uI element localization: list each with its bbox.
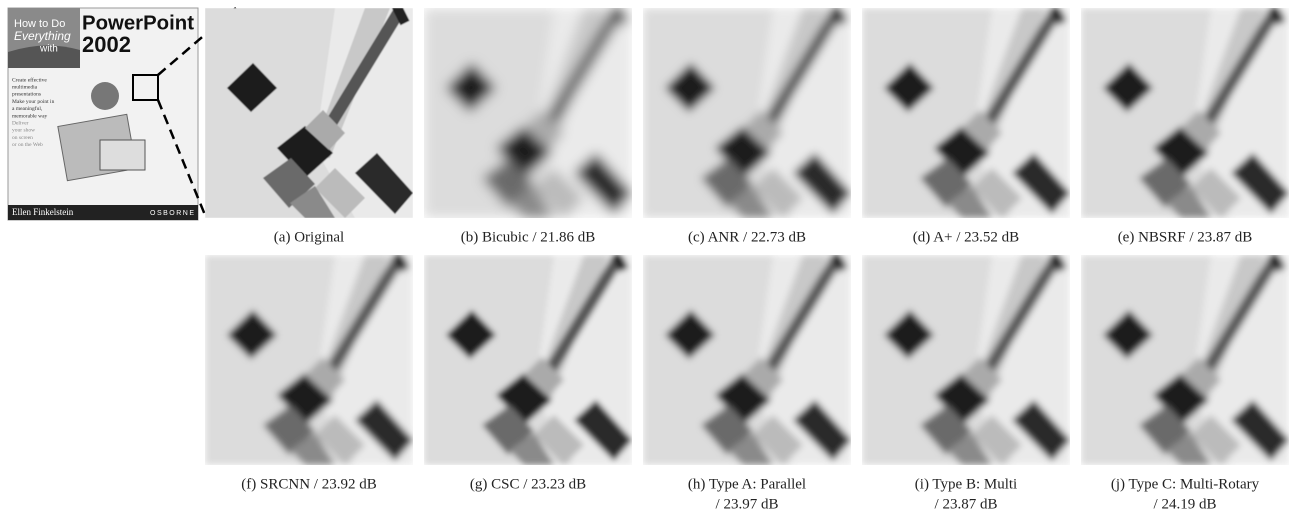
panel-caption: (a) Original <box>274 229 344 245</box>
panel-caption: / 24.19 dB <box>1154 496 1217 512</box>
panel-caption: (c) ANR / 22.73 dB <box>688 229 806 245</box>
cover-text: Everything <box>14 29 71 43</box>
panel-caption: (e) NBSRF / 23.87 dB <box>1118 229 1253 245</box>
page: {"cover": {"line1": "How to Do", "line2"… <box>0 0 1295 515</box>
cover-blurb: on screen <box>12 135 33 141</box>
result-panel: (g) CSC / 23.23 dB <box>424 250 632 492</box>
panel-caption: (d) A+ / 23.52 dB <box>913 229 1019 245</box>
result-panel: (j) Type C: Multi-Rotary / 24.19 dB <box>1081 250 1289 512</box>
panel-image <box>424 250 632 465</box>
cover-blurb: presentations <box>12 92 41 98</box>
panel-caption: (g) CSC / 23.23 dB <box>470 476 586 492</box>
cover-author: Ellen Finkelstein <box>12 207 74 217</box>
cover-blurb: Make your point in <box>12 99 55 105</box>
panel-caption: / 23.87 dB <box>935 496 998 512</box>
result-panel: (e) NBSRF / 23.87 dB <box>1081 3 1289 245</box>
result-panel: (h) Type A: Parallel / 23.97 dB <box>643 250 851 512</box>
cover-blurb: multimedia <box>12 84 38 90</box>
cover-blurb: Create effective <box>12 76 47 83</box>
cover-blurb: Deliver <box>12 120 29 126</box>
panel-caption: / 23.97 dB <box>716 496 779 512</box>
panel-image <box>643 3 851 218</box>
panel-image <box>1081 250 1289 465</box>
cover-blurb: or on the Web <box>12 142 43 148</box>
cover-title: 2002 <box>82 32 131 57</box>
panel-caption: (b) Bicubic / 21.86 dB <box>461 229 596 245</box>
panel-image <box>424 3 632 218</box>
cover-text: How to Do <box>14 18 65 30</box>
panel-caption: (i) Type B: Multi <box>915 476 1017 492</box>
panel-image <box>862 3 1070 218</box>
result-panel: (b) Bicubic / 21.86 dB <box>424 3 632 245</box>
result-panel: (d) A+ / 23.52 dB <box>862 3 1070 245</box>
panel-image <box>205 250 413 465</box>
cover-blurb: your show <box>12 128 35 134</box>
panel-caption: (h) Type A: Parallel <box>688 476 806 492</box>
cover-text: with <box>39 44 58 55</box>
panel-caption: (j) Type C: Multi-Rotary <box>1111 476 1260 492</box>
panel-caption: (f) SRCNN / 23.92 dB <box>241 476 376 492</box>
cover-blurb: memorable way <box>12 113 48 119</box>
cover-publisher: OSBORNE <box>150 210 196 217</box>
panel-image <box>862 250 1070 465</box>
panel-image <box>643 250 851 465</box>
result-panel: (a) Original <box>205 3 413 245</box>
result-panel: (i) Type B: Multi / 23.87 dB <box>862 250 1070 512</box>
result-panel: (c) ANR / 22.73 dB <box>643 3 851 245</box>
panel-image <box>1081 3 1289 218</box>
cover-blurb: a meaningful, <box>12 105 43 112</box>
figure: How to Do Everything with PowerPoint 200… <box>0 0 1295 515</box>
result-panel: (f) SRCNN / 23.92 dB <box>205 250 413 492</box>
panel-image <box>205 3 413 218</box>
book-cover: How to Do Everything with PowerPoint 200… <box>8 8 198 220</box>
